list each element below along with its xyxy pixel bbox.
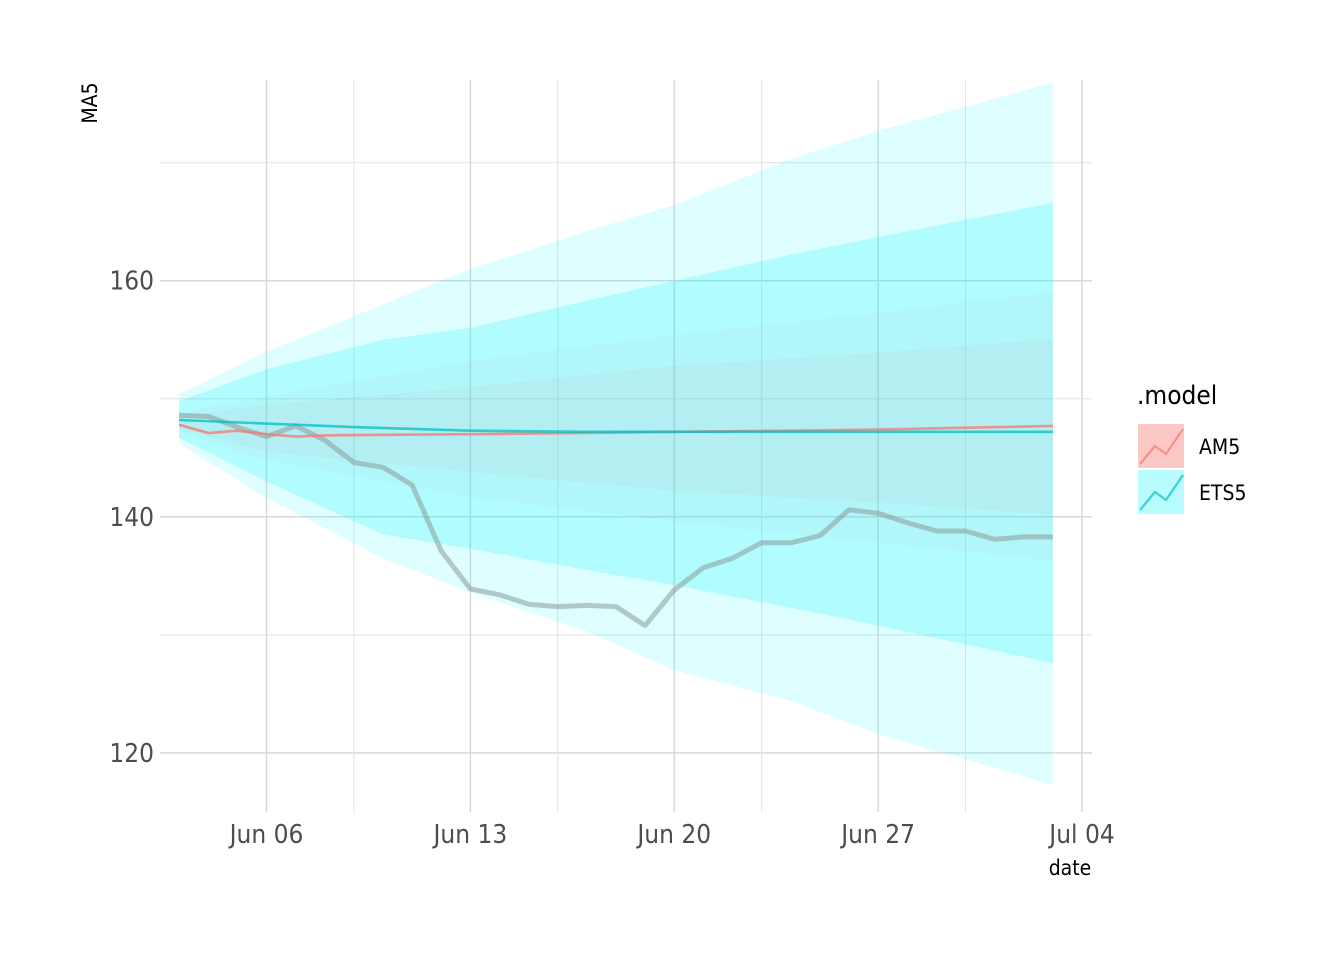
axes: 120 140 160 Jun 06 Jun 13 Jun 20 Jun 27 Jul 04 bbox=[109, 267, 1114, 850]
x-tick-label: Jun 13 bbox=[432, 820, 508, 850]
legend-title: .model bbox=[1137, 381, 1217, 411]
legend-key-am5 bbox=[1138, 424, 1184, 468]
legend-label-ets5: ETS5 bbox=[1199, 481, 1247, 505]
legend-label-am5: AM5 bbox=[1199, 435, 1240, 459]
x-tick-label: Jun 06 bbox=[228, 820, 304, 850]
x-tick-label: Jun 27 bbox=[839, 820, 915, 850]
x-tick-label: Jul 04 bbox=[1047, 820, 1114, 850]
y-tick-label: 120 bbox=[109, 739, 154, 769]
grid bbox=[160, 80, 1092, 812]
band-am5-95 bbox=[179, 292, 1053, 561]
band-am5-80 bbox=[179, 338, 1053, 515]
legend-line-am5 bbox=[1139, 428, 1184, 465]
y-tick-label: 160 bbox=[109, 267, 154, 297]
y-tick-label: 140 bbox=[109, 503, 154, 533]
series-lines bbox=[178, 412, 1053, 628]
legend: .model AM5 ETS5 bbox=[1137, 381, 1247, 514]
legend-key-ets5 bbox=[1138, 470, 1184, 514]
x-axis-title: date bbox=[1049, 856, 1092, 880]
series-line-ets5 bbox=[179, 418, 1053, 434]
legend-line-ets5 bbox=[1139, 474, 1184, 511]
actual-series-line bbox=[178, 412, 1053, 628]
y-axis-title: MA5 bbox=[78, 82, 102, 123]
x-tick-label: Jun 20 bbox=[635, 820, 711, 850]
